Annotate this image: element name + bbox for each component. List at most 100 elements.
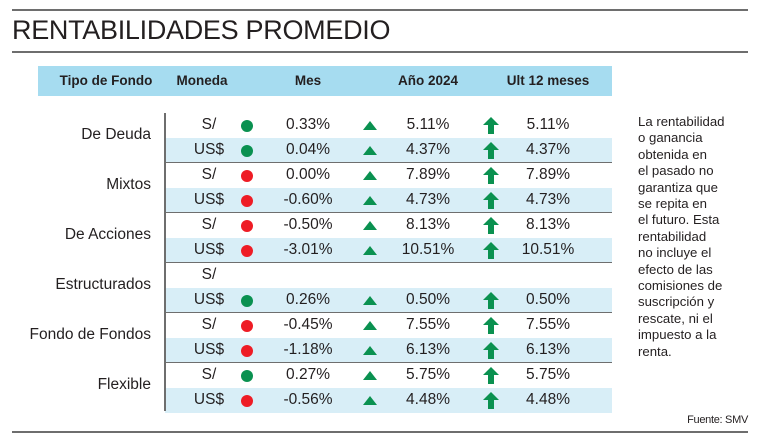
month-return-cell: -1.18% <box>283 341 333 358</box>
currency-cell: US$ <box>193 141 225 158</box>
currency-cell: US$ <box>193 291 225 308</box>
ytd-return-cell: 6.13% <box>406 341 450 358</box>
note-line: renta. <box>638 343 672 359</box>
triangle-up-icon <box>363 121 377 130</box>
month-return-cell: -3.01% <box>283 241 333 258</box>
currency-cell: US$ <box>193 191 225 208</box>
month-return-cell: -0.50% <box>283 216 333 233</box>
arrow-up-icon <box>483 317 499 334</box>
ytd-return-cell: 7.89% <box>406 166 450 183</box>
month-return-cell: -0.45% <box>283 316 333 333</box>
triangle-up-icon <box>363 346 377 355</box>
ytd-return-cell: 4.73% <box>406 191 450 208</box>
ytd-return-cell: 4.37% <box>406 141 450 158</box>
source-credit: Fuente: SMV <box>687 414 748 426</box>
month-return-cell: 0.33% <box>286 116 330 133</box>
red-dot-icon <box>241 245 253 257</box>
table-row: S/0.33% 5.11% 5.11% <box>165 113 612 138</box>
title-rule <box>12 51 748 53</box>
currency-cell: US$ <box>193 341 225 358</box>
header-tipo-de-fondo: Tipo de Fondo <box>59 73 153 88</box>
ttm-return-cell: 6.13% <box>526 341 570 358</box>
arrow-up-icon <box>483 117 499 134</box>
table-row: S/ -0.45% 7.55% 7.55% <box>165 313 612 338</box>
fund-type-label: Flexible <box>97 376 151 393</box>
ytd-return-cell: 10.51% <box>401 241 455 258</box>
ttm-return-cell: 5.75% <box>526 366 570 383</box>
table-row: US$ 0.04% 4.37% 4.37% <box>165 138 612 163</box>
note-line: o ganancia <box>638 130 703 146</box>
triangle-up-icon <box>363 246 377 255</box>
triangle-up-icon <box>363 146 377 155</box>
note-line: La rentabilidad <box>638 114 725 129</box>
currency-cell: S/ <box>201 116 217 133</box>
note-line: no incluye el <box>638 245 712 261</box>
red-dot-icon <box>241 395 253 407</box>
ttm-return-cell: 4.48% <box>526 391 570 408</box>
triangle-up-icon <box>363 221 377 230</box>
note-line: garantiza que <box>638 179 718 195</box>
month-return-cell: 0.26% <box>286 291 330 308</box>
triangle-up-icon <box>363 371 377 380</box>
currency-cell: US$ <box>193 241 225 258</box>
table-row: S/ <box>165 263 612 288</box>
note-line: se repita en <box>638 196 707 212</box>
red-dot-icon <box>241 345 253 357</box>
header-ult-12-meses: Ult 12 meses <box>506 73 590 88</box>
ytd-return-cell: 0.50% <box>406 291 450 308</box>
currency-cell: US$ <box>193 391 225 408</box>
month-return-cell: 0.04% <box>286 141 330 158</box>
top-rule <box>12 9 748 11</box>
ttm-return-cell: 4.37% <box>526 141 570 158</box>
currency-cell: S/ <box>201 266 217 283</box>
ttm-return-cell: 7.89% <box>526 166 570 183</box>
red-dot-icon <box>241 195 253 207</box>
ytd-return-cell: 7.55% <box>406 316 450 333</box>
note-line: el futuro. Esta <box>638 212 720 228</box>
note-line: obtenida en <box>638 146 707 162</box>
note-line: rescate, ni el <box>638 310 713 326</box>
month-return-cell: -0.60% <box>283 191 333 208</box>
note-line: impuesto a la <box>638 327 717 343</box>
arrow-up-icon <box>483 217 499 234</box>
red-dot-icon <box>241 220 253 232</box>
note-line: suscripción y <box>638 294 715 310</box>
note-line: rentabilidad <box>638 228 707 244</box>
fund-type-label: De Deuda <box>81 126 151 143</box>
month-return-cell: 0.00% <box>286 166 330 183</box>
bottom-rule <box>12 431 748 433</box>
header-anio-2024: Año 2024 <box>397 73 459 88</box>
table-row: S/0.27% 5.75% 5.75% <box>165 363 612 388</box>
red-dot-icon <box>241 320 253 332</box>
ytd-return-cell: 4.48% <box>406 391 450 408</box>
page-title: RENTABILIDADES PROMEDIO <box>12 15 391 45</box>
table-header: Tipo de Fondo Moneda Mes Año 2024 Ult 12… <box>38 66 612 96</box>
arrow-up-icon <box>483 167 499 184</box>
ttm-return-cell: 7.55% <box>526 316 570 333</box>
fund-type-label: Estructurados <box>55 276 151 293</box>
header-mes: Mes <box>294 73 322 88</box>
ytd-return-cell: 8.13% <box>406 216 450 233</box>
fund-type-label: Fondo de Fondos <box>29 326 151 343</box>
arrow-up-icon <box>483 142 499 159</box>
triangle-up-icon <box>363 321 377 330</box>
disclaimer-note: La rentabilidad o ganancia obtenida en el p… <box>638 114 758 360</box>
table-row: US$ 0.26% 0.50% 0.50% <box>165 288 612 313</box>
ttm-return-cell: 10.51% <box>521 241 575 258</box>
table-row: US$ -3.01% 10.51% 10.51% <box>165 238 612 263</box>
green-dot-icon <box>241 295 253 307</box>
ttm-return-cell: 5.11% <box>526 116 570 133</box>
ytd-return-cell: 5.75% <box>406 366 450 383</box>
green-dot-icon <box>241 145 253 157</box>
ytd-return-cell: 5.11% <box>406 116 450 133</box>
triangle-up-icon <box>363 296 377 305</box>
green-dot-icon <box>241 370 253 382</box>
table-row: US$ -1.18% 6.13% 6.13% <box>165 338 612 363</box>
fund-type-label: De Acciones <box>64 226 151 243</box>
arrow-up-icon <box>483 242 499 259</box>
green-dot-icon <box>241 120 253 132</box>
arrow-up-icon <box>483 392 499 409</box>
arrow-up-icon <box>483 367 499 384</box>
note-line: el pasado no <box>638 163 714 179</box>
triangle-up-icon <box>363 196 377 205</box>
